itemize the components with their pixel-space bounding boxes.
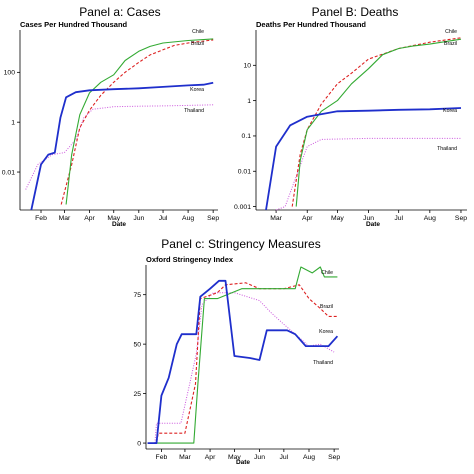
panel-c-stringency: Panel c: Stringency Measures Oxford Stri… — [133, 237, 340, 466]
series-label-brazil: Brazil — [444, 41, 457, 47]
panel-c-title: Panel c: Stringency Measures — [161, 237, 320, 251]
x-tick-label: Mar — [270, 215, 282, 222]
panel-b-deaths: Panel B: Deaths Deaths Per Hundred Thous… — [234, 5, 467, 228]
x-tick-label: Mar — [59, 215, 71, 222]
x-tick-label: Sep — [455, 215, 467, 222]
x-tick-label: Sep — [328, 454, 340, 461]
panel-c-axes — [145, 265, 339, 450]
x-tick-label: Feb — [35, 215, 47, 222]
x-tick-label: Jun — [363, 215, 374, 222]
series-line-thailand — [275, 137, 461, 211]
panel-a-xlabel: Date — [112, 221, 126, 228]
series-label-korea: Korea — [443, 108, 457, 114]
panel-a-axes — [19, 30, 218, 211]
series-label-chile: Chile — [321, 270, 333, 276]
y-tick-label: 100 — [4, 70, 16, 77]
panel-c-xlabel: Date — [236, 459, 250, 466]
panel-a-subtitle: Cases Per Hundred Thousand — [20, 20, 128, 29]
x-tick-label: May — [331, 215, 344, 222]
panel-c-series — [147, 266, 339, 445]
panel-b-series — [265, 37, 462, 211]
y-tick-label: 75 — [133, 292, 141, 299]
y-tick-label: 25 — [133, 391, 141, 398]
x-tick-label: Apr — [84, 215, 95, 222]
series-line-chile — [65, 38, 214, 205]
x-tick-label: Jul — [159, 215, 168, 222]
series-line-korea — [265, 107, 462, 211]
series-label-korea: Korea — [190, 87, 204, 93]
x-tick-label: Sep — [207, 215, 219, 222]
series-label-brazil: Brazil — [191, 41, 204, 47]
series-label-thailand: Thailand — [184, 108, 204, 114]
y-tick-label: 1 — [11, 119, 15, 126]
x-tick-label: Aug — [303, 454, 315, 461]
x-tick-label: Jun — [254, 454, 265, 461]
y-tick-label: 10 — [243, 63, 251, 70]
y-tick-label: 0.001 — [234, 204, 251, 211]
x-tick-label: Feb — [156, 454, 168, 461]
panel-b-labels: Thailand Brazil Chile Korea — [437, 29, 457, 152]
series-line-chile — [295, 38, 462, 207]
series-line-thailand — [25, 104, 214, 190]
series-line-brazil — [60, 39, 214, 205]
y-tick-label: 0 — [137, 440, 141, 447]
series-label-thailand: Thailand — [437, 146, 457, 152]
series-line-brazil — [291, 37, 462, 207]
x-tick-label: Apr — [205, 454, 216, 461]
panel-b-xlabel: Date — [366, 221, 380, 228]
panel-b-subtitle: Deaths Per Hundred Thousand — [256, 20, 366, 29]
x-tick-label: May — [228, 454, 241, 461]
panel-a-cases: Panel a: Cases Cases Per Hundred Thousan… — [2, 5, 220, 228]
panel-a-labels: Thailand Brazil Chile Korea — [184, 29, 204, 114]
x-tick-label: May — [107, 215, 120, 222]
x-tick-label: Jul — [280, 454, 289, 461]
panel-a-title: Panel a: Cases — [79, 5, 160, 19]
x-tick-label: Jun — [133, 215, 144, 222]
x-tick-label: Apr — [302, 215, 313, 222]
series-line-thailand — [147, 292, 335, 444]
y-tick-label: 0.01 — [238, 169, 251, 176]
series-line-brazil — [147, 282, 338, 444]
series-label-thailand: Thailand — [313, 360, 333, 366]
panel-c-labels: Thailand Brazil Chile Korea — [313, 270, 333, 366]
panel-a-series — [25, 38, 214, 211]
panel-c-ticks: 0 25 50 75 Feb Mar Apr May Jun Jul Aug Sep — [133, 292, 340, 461]
x-tick-label: Jul — [394, 215, 403, 222]
panel-b-axes — [255, 30, 467, 211]
x-tick-label: Mar — [179, 454, 191, 461]
panel-b-ticks: 0.001 0.01 0.1 1 10 Mar Apr May Jun Jul Aug Sep — [234, 63, 467, 222]
x-tick-label: Aug — [424, 215, 436, 222]
x-tick-label: Aug — [182, 215, 194, 222]
series-line-korea — [30, 81, 214, 211]
series-line-korea — [147, 279, 339, 445]
series-label-chile: Chile — [445, 29, 457, 35]
y-tick-label: 0.01 — [2, 169, 15, 176]
series-label-chile: Chile — [192, 29, 204, 35]
panel-b-title: Panel B: Deaths — [312, 5, 399, 19]
series-label-korea: Korea — [319, 329, 333, 335]
series-label-brazil: Brazil — [320, 304, 333, 310]
y-tick-label: 50 — [133, 341, 141, 348]
panel-a-ticks: 0.01 1 100 Feb Mar Apr May Jun Jul Aug Sep — [2, 70, 220, 222]
y-tick-label: 0.1 — [242, 133, 252, 140]
series-line-chile — [147, 266, 338, 444]
y-tick-label: 1 — [247, 98, 251, 105]
panel-c-subtitle: Oxford Stringency Index — [146, 255, 234, 264]
